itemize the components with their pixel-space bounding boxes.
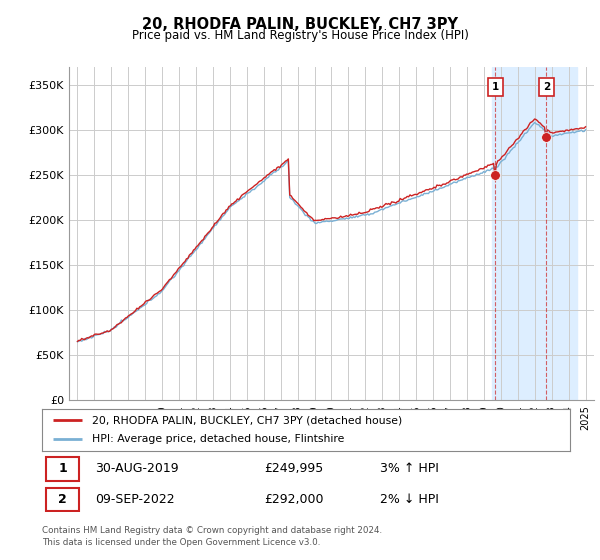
Text: 2: 2 [543,82,550,92]
Text: 1: 1 [491,82,499,92]
FancyBboxPatch shape [46,457,79,480]
Text: 30-AUG-2019: 30-AUG-2019 [95,463,178,475]
Text: £292,000: £292,000 [264,493,323,506]
Text: HPI: Average price, detached house, Flintshire: HPI: Average price, detached house, Flin… [92,435,344,445]
FancyBboxPatch shape [46,488,79,511]
Text: Contains HM Land Registry data © Crown copyright and database right 2024.: Contains HM Land Registry data © Crown c… [42,526,382,535]
Text: 20, RHODFA PALIN, BUCKLEY, CH7 3PY (detached house): 20, RHODFA PALIN, BUCKLEY, CH7 3PY (deta… [92,415,403,425]
Text: 2% ↓ HPI: 2% ↓ HPI [380,493,439,506]
Text: 20, RHODFA PALIN, BUCKLEY, CH7 3PY: 20, RHODFA PALIN, BUCKLEY, CH7 3PY [142,17,458,32]
Text: £249,995: £249,995 [264,463,323,475]
Text: This data is licensed under the Open Government Licence v3.0.: This data is licensed under the Open Gov… [42,538,320,547]
Bar [493,67,577,400]
Text: Price paid vs. HM Land Registry's House Price Index (HPI): Price paid vs. HM Land Registry's House … [131,29,469,42]
Text: 1: 1 [58,463,67,475]
Text: 3% ↑ HPI: 3% ↑ HPI [380,463,439,475]
Text: 09-SEP-2022: 09-SEP-2022 [95,493,175,506]
Text: 2: 2 [58,493,67,506]
